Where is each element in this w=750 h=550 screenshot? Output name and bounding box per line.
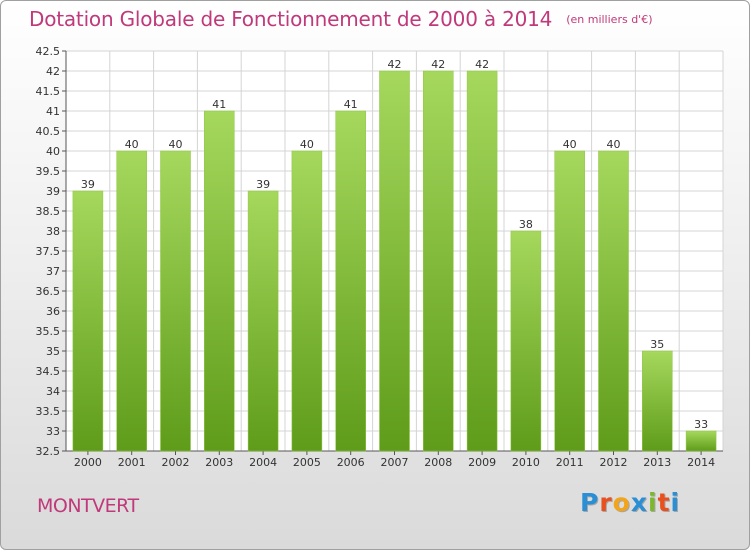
y-tick-label: 40: [46, 145, 60, 158]
y-tick-label: 41.5: [36, 85, 61, 98]
y-tick-label: 36.5: [36, 285, 61, 298]
x-tick-label: 2012: [600, 456, 628, 469]
city-name: MONTVERT: [37, 495, 139, 517]
bar: [685, 430, 717, 452]
logo-letter: i: [670, 488, 681, 517]
y-tick-label: 35: [46, 345, 60, 358]
y-tick-label: 35.5: [36, 325, 61, 338]
y-tick-label: 33: [46, 425, 60, 438]
x-tick-label: 2003: [205, 456, 233, 469]
bar: [510, 230, 542, 452]
y-tick-label: 42: [46, 65, 60, 78]
x-tick-label: 2010: [512, 456, 540, 469]
bar: [204, 110, 235, 452]
bars: [72, 70, 717, 452]
y-tick-label: 37.5: [36, 245, 61, 258]
x-tick-label: 2013: [643, 456, 671, 469]
bar-value-label: 35: [650, 338, 664, 351]
bar-value-label: 33: [694, 418, 708, 431]
labels: 32.5 33 33.5 34 34.5 35 35.5 36 36.5 37 37.5 38 38.5…: [36, 45, 716, 469]
x-tick-label: 2000: [74, 456, 102, 469]
x-tick-label: 2004: [249, 456, 277, 469]
logo-letter: t: [657, 488, 671, 517]
y-tick-label: 34: [46, 385, 60, 398]
logo-letter: r: [599, 488, 613, 517]
bar: [423, 70, 454, 452]
x-tick-label: 2009: [468, 456, 496, 469]
bar-value-label: 42: [388, 58, 402, 71]
bar-value-label: 38: [519, 218, 533, 231]
bar: [160, 150, 191, 452]
bar-value-label: 41: [212, 98, 226, 111]
bar: [335, 110, 366, 452]
bar: [291, 150, 323, 452]
bar: [116, 150, 147, 452]
y-tick-label: 41: [46, 105, 60, 118]
bar: [247, 190, 279, 452]
bar: [466, 70, 498, 452]
y-tick-label: 36: [46, 305, 60, 318]
bar-value-label: 40: [300, 138, 314, 151]
x-tick-label: 2007: [381, 456, 409, 469]
bar-value-label: 40: [125, 138, 139, 151]
bar-value-label: 42: [431, 58, 445, 71]
x-tick-label: 2011: [556, 456, 584, 469]
x-tick-label: 2002: [162, 456, 190, 469]
y-tick-label: 32.5: [36, 445, 61, 458]
x-tick-label: 2001: [118, 456, 146, 469]
bar: [554, 150, 585, 452]
y-tick-label: 39.5: [36, 165, 61, 178]
bar-value-label: 41: [344, 98, 358, 111]
bar: [598, 150, 629, 452]
x-tick-label: 2005: [293, 456, 321, 469]
y-tick-label: 37: [46, 265, 60, 278]
y-tick-label: 38.5: [36, 205, 61, 218]
unit-label: (en milliers d'€): [566, 13, 653, 26]
x-tick-label: 2014: [687, 456, 715, 469]
y-tick-label: 38: [46, 225, 60, 238]
bar-value-label: 42: [475, 58, 489, 71]
bar: [642, 350, 673, 452]
y-tick-label: 42.5: [36, 45, 61, 58]
bar-value-label: 39: [256, 178, 270, 191]
y-tick-label: 40.5: [36, 125, 61, 138]
bar-value-label: 39: [81, 178, 95, 191]
bar: [379, 70, 410, 452]
title-text: Dotation Globale de Fonctionnement de 20…: [29, 7, 553, 31]
logo-letter: P: [580, 488, 600, 517]
logo-letter: x: [630, 488, 648, 517]
bar-value-label: 40: [563, 138, 577, 151]
bar: [72, 190, 104, 452]
y-tick-label: 33.5: [36, 405, 61, 418]
logo-letter: o: [612, 488, 631, 517]
bar-value-label: 40: [607, 138, 621, 151]
logo-letter: i: [648, 488, 658, 517]
chart-title: Dotation Globale de Fonctionnement de 20…: [29, 7, 652, 31]
x-tick-label: 2006: [337, 456, 365, 469]
proxiti-logo: Proxiti: [580, 488, 680, 517]
y-tick-label: 34.5: [36, 365, 61, 378]
bar-value-label: 40: [169, 138, 183, 151]
y-tick-label: 39: [46, 185, 60, 198]
x-tick-label: 2008: [424, 456, 452, 469]
